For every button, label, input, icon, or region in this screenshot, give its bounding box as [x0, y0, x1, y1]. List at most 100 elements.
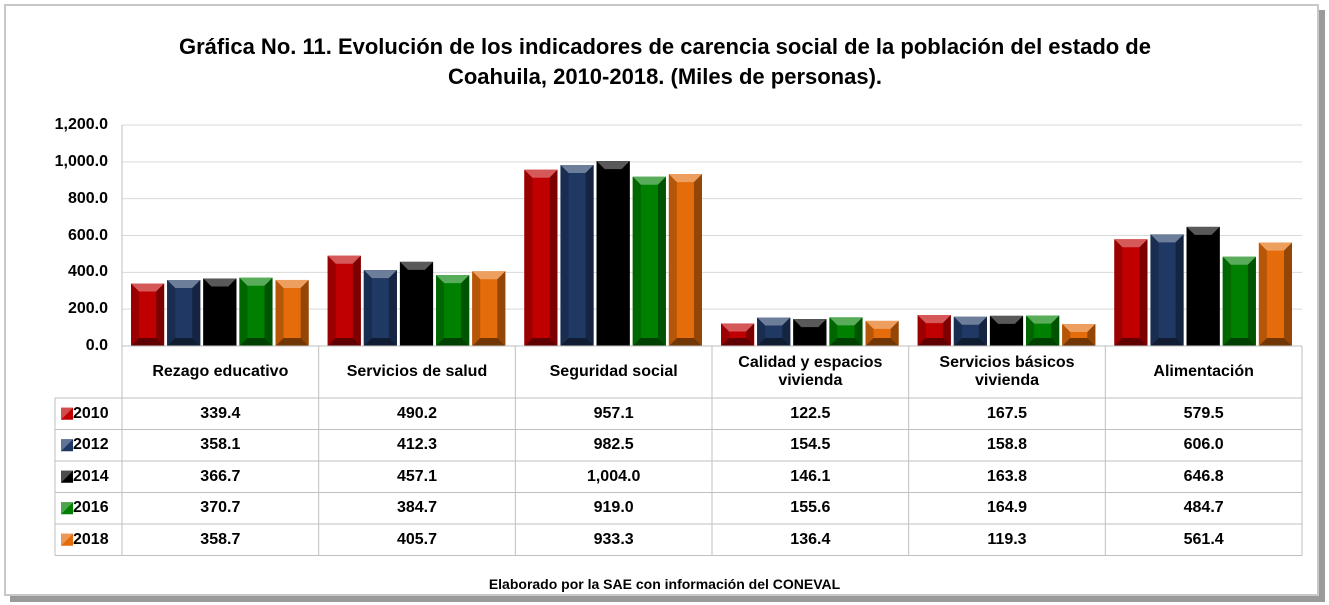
bar-bevel	[1211, 226, 1220, 346]
bar-bevel	[953, 316, 987, 325]
bar-bevel	[854, 317, 863, 346]
legend-swatch-bevel	[61, 407, 73, 420]
category-label: Servicios básicos vivienda	[939, 354, 1075, 389]
bar-bevel	[657, 176, 666, 346]
bar-bevel	[632, 176, 641, 346]
bar-bevel	[560, 165, 569, 346]
bar-bevel	[399, 261, 434, 270]
table-value: 158.8	[986, 436, 1027, 454]
legend-swatch-bevel	[61, 533, 73, 546]
y-tick-label: 200.0	[67, 300, 108, 318]
table-value: 358.1	[200, 436, 241, 454]
table-value: 957.1	[593, 404, 634, 422]
bar-bevel	[524, 169, 558, 178]
bar-bevel	[917, 315, 951, 324]
bar-bevel	[472, 271, 506, 280]
bar-bevel	[399, 261, 408, 346]
bar-bevel	[596, 161, 630, 170]
bar-bevel	[300, 279, 309, 346]
bar-bevel	[829, 317, 863, 326]
bar-bevel	[363, 270, 397, 279]
bar-bevel	[1222, 256, 1256, 265]
bar-bevel	[1062, 338, 1096, 346]
legend-label: 2014	[73, 467, 109, 485]
category-label: Servicios de salud	[346, 363, 488, 380]
bar-bevel	[1087, 324, 1096, 346]
bar-bevel	[352, 255, 361, 346]
bar-bevel	[989, 315, 1024, 324]
table-value: 1,004.0	[586, 467, 641, 485]
bar-bevel	[596, 161, 605, 346]
y-tick-label: 600.0	[67, 226, 108, 244]
bar-bevel	[668, 174, 677, 346]
bar-bevel	[917, 338, 951, 346]
bar-bevel	[549, 169, 558, 346]
bar-bevel	[203, 338, 237, 346]
bar-bevel	[621, 161, 630, 346]
bar-bevel	[1222, 256, 1231, 346]
bar-bevel	[1026, 315, 1035, 346]
y-tick-label: 1,000.0	[54, 152, 108, 170]
bar-bevel	[436, 338, 470, 346]
bar-bevel	[917, 315, 926, 346]
bar-bevel	[167, 280, 176, 346]
bar-bevel	[436, 275, 470, 284]
bar-bevel	[865, 320, 899, 329]
bar-bevel	[989, 315, 998, 346]
bar-bevel	[1150, 234, 1184, 243]
bar-bevel	[1175, 234, 1184, 346]
bar-bevel	[978, 316, 987, 346]
bar-bevel	[399, 338, 434, 346]
y-tick-label: 0.0	[85, 337, 108, 354]
bar-bevel	[1186, 226, 1220, 235]
table-value: 164.9	[986, 499, 1027, 517]
bar-bevel	[131, 338, 165, 346]
bar-bevel	[953, 338, 987, 346]
bar-bevel	[560, 338, 594, 346]
bar-bevel	[953, 316, 962, 346]
bar-bevel	[1062, 324, 1071, 346]
bar-bevel	[1026, 315, 1060, 324]
bar-bevel	[1258, 338, 1292, 346]
table-value: 490.2	[396, 404, 437, 422]
bar-bevel	[829, 317, 838, 346]
bar-bevel	[782, 317, 791, 346]
table-value: 366.7	[200, 467, 241, 485]
legend-label: 2018	[73, 530, 109, 548]
table-value: 561.4	[1183, 530, 1224, 548]
bar-bevel	[560, 165, 594, 174]
table-value: 154.5	[790, 436, 831, 454]
bar-bevel	[327, 338, 361, 346]
table-value: 646.8	[1183, 467, 1224, 485]
bar-bevel	[1247, 256, 1256, 346]
bar-bevel	[203, 278, 212, 346]
bar-bevel	[585, 165, 594, 346]
bar-bevel	[721, 338, 755, 346]
bar-bevel	[239, 338, 273, 346]
bar-bevel	[1015, 315, 1024, 346]
category-label: Rezago educativo	[152, 363, 289, 380]
bar-bevel	[596, 338, 630, 346]
bar-bevel	[203, 278, 237, 287]
table-value: 933.3	[593, 530, 634, 548]
table-value: 146.1	[790, 467, 831, 485]
bar-bevel	[1186, 226, 1195, 346]
bar-bevel	[1062, 324, 1096, 333]
bar-bevel	[793, 319, 827, 328]
bar-bevel	[694, 174, 702, 346]
bar-bevel	[793, 319, 802, 346]
bar-bevel	[425, 261, 434, 346]
bar-bevel	[275, 279, 284, 346]
bar-bevel	[632, 176, 666, 185]
bar-bevel	[327, 255, 336, 346]
bar-bevel	[668, 338, 702, 346]
bar-bevel	[131, 283, 165, 292]
bar-bevel	[1150, 338, 1184, 346]
y-tick-label: 1,200.0	[54, 116, 108, 133]
table-value: 606.0	[1183, 436, 1224, 454]
bar-bevel	[472, 271, 481, 346]
bar-bevel	[829, 338, 863, 346]
bar-bevel	[1222, 338, 1256, 346]
bar-bevel	[865, 320, 874, 346]
